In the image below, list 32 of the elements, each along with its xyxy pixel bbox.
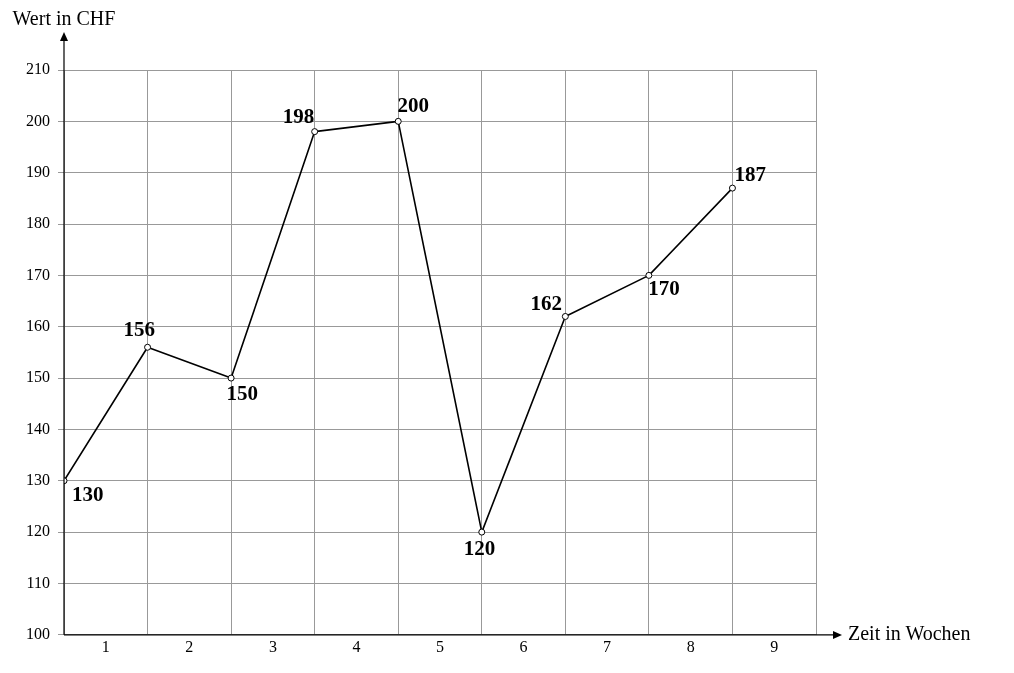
x-tick-label: 1 [101, 637, 110, 655]
x-tick-label: 4 [352, 637, 361, 655]
data-label: 162 [530, 290, 563, 315]
y-tick-label: 110 [26, 573, 50, 591]
data-label: 187 [734, 161, 766, 186]
y-tick-label: 200 [26, 111, 50, 129]
y-tick-label: 140 [26, 419, 50, 437]
x-tick-label: 8 [686, 637, 695, 655]
y-tick-label: 150 [26, 368, 50, 386]
data-label: 130 [72, 482, 104, 507]
data-label: 198 [282, 104, 315, 129]
x-axis-title: Zeit in Wochen [848, 622, 971, 645]
x-tick-label: 2 [185, 637, 194, 655]
y-tick-label: 170 [26, 265, 50, 283]
y-axis-title: Wert in CHF [12, 7, 116, 30]
x-tick-label: 7 [603, 637, 612, 655]
data-label: 170 [648, 276, 680, 301]
data-label: 150 [226, 380, 258, 405]
x-tick-label: 5 [436, 637, 444, 655]
y-tick-label: 100 [26, 625, 50, 642]
y-tick-label: 120 [26, 522, 50, 540]
x-tick-label: 3 [268, 637, 277, 655]
y-tick-label: 180 [26, 214, 50, 232]
data-label: 156 [123, 316, 155, 341]
y-tick-label: 190 [26, 162, 50, 180]
data-label: 200 [397, 93, 430, 118]
x-tick-label: 6 [519, 637, 528, 655]
y-tick-label: 160 [26, 316, 50, 334]
x-tick-label: 9 [770, 637, 779, 655]
data-label: 120 [463, 536, 496, 561]
y-tick-label: 130 [26, 470, 50, 488]
y-tick-label: 210 [26, 60, 50, 78]
